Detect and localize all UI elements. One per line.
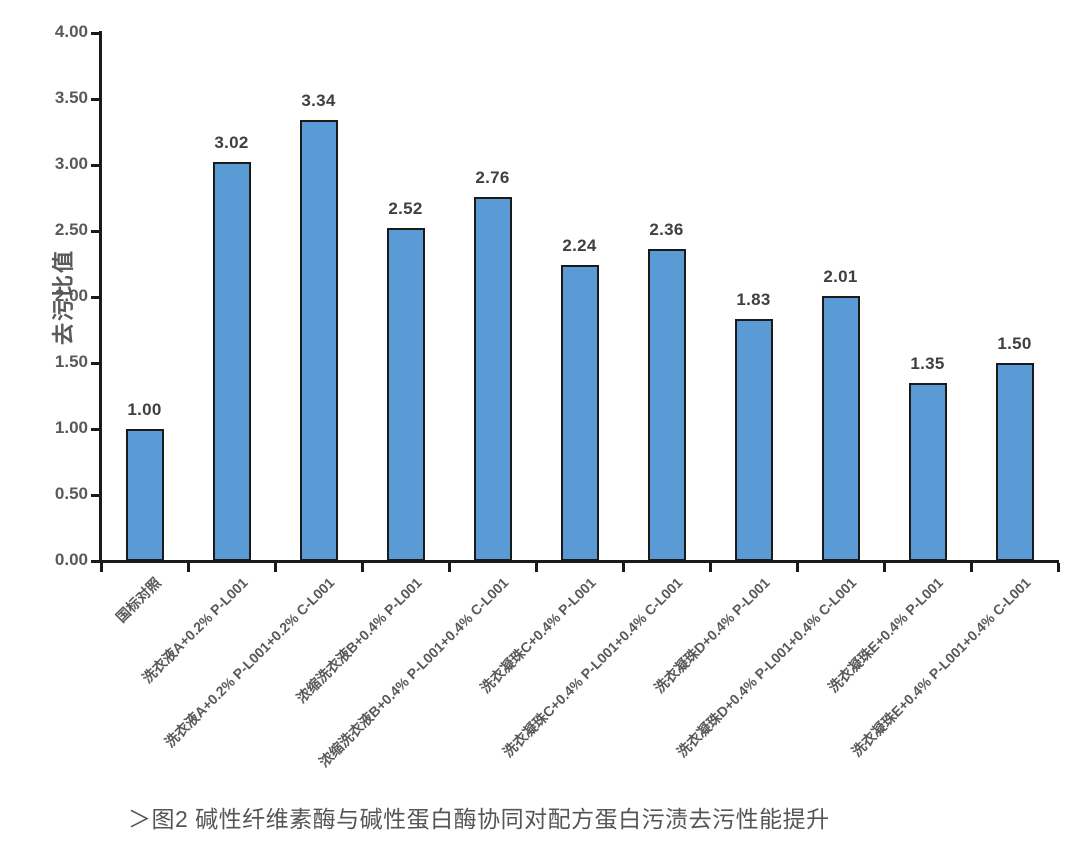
bar-value-label: 2.36 [649, 220, 684, 240]
y-tick-label: 0.00 [54, 550, 88, 569]
bar-value-label: 3.34 [301, 91, 336, 111]
x-tick [1056, 563, 1060, 572]
x-category-label: 洗衣凝珠E+0.4% P-L001+0.4% C-L001 [848, 574, 1034, 760]
x-category-label: 国标对照 [112, 574, 164, 626]
x-tick [969, 563, 973, 572]
x-tick [447, 563, 451, 572]
y-tick [91, 559, 100, 563]
y-tick-label: 1.00 [54, 418, 88, 437]
bar-value-label: 1.35 [910, 353, 945, 373]
bar-value-label: 2.24 [562, 236, 597, 256]
x-category-label: 洗衣凝珠D+0.4% P-L001+0.4% C-L001 [673, 574, 860, 761]
bar [734, 319, 773, 561]
bar [821, 295, 860, 561]
y-tick [91, 427, 100, 431]
y-tick [91, 229, 100, 233]
x-tick [708, 563, 712, 572]
bar [995, 363, 1034, 561]
y-tick-label: 3.50 [54, 88, 88, 107]
bar [212, 162, 251, 561]
x-tick [621, 563, 625, 572]
bar-value-label: 1.00 [127, 400, 162, 419]
x-tick [882, 563, 886, 572]
y-tick [91, 163, 100, 167]
x-tick [534, 563, 538, 572]
x-tick [99, 563, 103, 572]
y-tick [91, 361, 100, 365]
x-category-label: 洗衣凝珠C+0.4% P-L001+0.4% C-L001 [499, 574, 686, 761]
bar-value-label: 3.02 [214, 133, 249, 153]
x-tick [186, 563, 190, 572]
y-tick-label: 2.50 [54, 220, 88, 239]
y-tick-label: 0.50 [54, 484, 88, 503]
bar [473, 196, 512, 561]
bar [299, 120, 338, 561]
x-tick [795, 563, 799, 572]
bar-value-label: 2.76 [475, 167, 510, 187]
y-axis-line [99, 31, 102, 563]
y-tick [91, 295, 100, 299]
x-tick [360, 563, 364, 572]
x-axis-line [99, 560, 1059, 563]
x-tick [273, 563, 277, 572]
y-tick [91, 493, 100, 497]
y-tick [91, 97, 100, 101]
bar-value-label: 2.01 [823, 266, 858, 286]
bar [647, 249, 686, 561]
bar [560, 265, 599, 561]
plot-area: 1.00 3.02 3.34 2.52 2.76 2.24 2.36 1.83 2.01 1.35… [101, 33, 1058, 561]
figure-caption: ＞图2 碱性纤维素酶与碱性蛋白酶协同对配方蛋白污渍去污性能提升 [128, 806, 830, 832]
y-tick-label: 4.00 [54, 22, 88, 41]
bar-value-label: 2.52 [388, 199, 423, 219]
bar-value-label: 1.50 [997, 334, 1032, 353]
x-category-label: 洗衣液A+0.2% P-L001+0.2% C-L001 [161, 574, 338, 751]
y-tick-label: 3.00 [54, 154, 88, 173]
bar [908, 382, 947, 561]
y-tick-label: 1.50 [54, 352, 88, 371]
y-tick [91, 31, 100, 35]
bar-value-label: 1.83 [736, 290, 771, 310]
bar [386, 228, 425, 561]
y-tick-label: 2.00 [54, 286, 88, 305]
bar [125, 429, 164, 561]
x-category-label: 浓缩洗衣液B+0.4% P-L001+0.4% C-L001 [315, 574, 512, 771]
